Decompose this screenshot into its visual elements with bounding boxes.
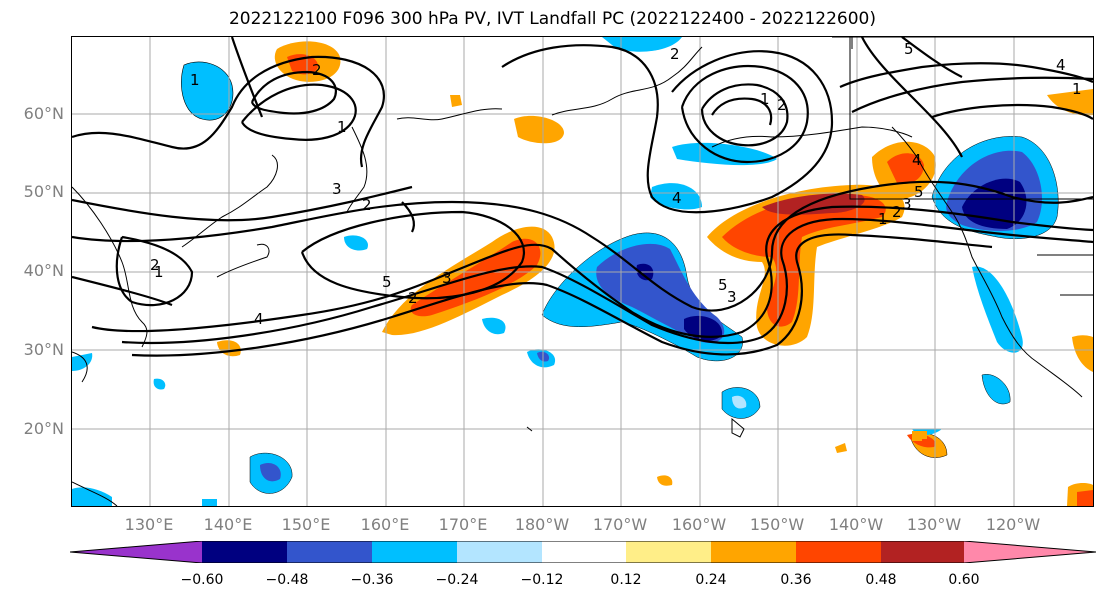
- contour-label: 2: [150, 256, 160, 274]
- contour-label: 2: [312, 61, 322, 79]
- contour-label: 2: [892, 203, 902, 221]
- lon-label-150e: 150°E: [281, 515, 331, 534]
- anomaly-blob: [650, 183, 702, 210]
- lon-label-170w: 170°W: [592, 515, 648, 534]
- colorbar-segment: [711, 541, 796, 563]
- pv-contours: [72, 37, 1093, 357]
- lat-label-60n: 60°N: [23, 104, 64, 123]
- colorbar-segment: [796, 541, 881, 563]
- colorbar-segment: [542, 541, 626, 563]
- contour-label: 2: [362, 196, 372, 214]
- anomaly-blob: [602, 37, 682, 52]
- contour-label: 2: [670, 45, 680, 63]
- colorbar-segment: [964, 541, 1096, 563]
- colorbar-tick: −0.12: [520, 572, 564, 588]
- contour-label: 5: [718, 276, 728, 294]
- contour-label: 1: [154, 263, 164, 281]
- lon-label-180w: 180°W: [514, 515, 570, 534]
- anomaly-blob: [1077, 490, 1093, 506]
- lon-label-160w: 160°W: [671, 515, 727, 534]
- colorbar-tick: 0.12: [610, 572, 642, 588]
- lat-label-20n: 20°N: [23, 419, 64, 438]
- anomaly-blob: [202, 499, 217, 506]
- lon-label-160e: 160°E: [360, 515, 410, 534]
- anomaly-blob: [72, 487, 112, 506]
- colorbar-segment: [372, 541, 457, 563]
- colorbar-tick: −0.36: [350, 572, 394, 588]
- anomaly-blob: [72, 353, 93, 371]
- anomaly-blob: [732, 395, 747, 409]
- contour-label: 5: [914, 183, 924, 201]
- contour-label: 3: [442, 269, 452, 287]
- anomaly-blob: [1072, 335, 1093, 372]
- anomaly-blob: [450, 95, 462, 107]
- anomaly-blob: [657, 475, 673, 486]
- lon-label-150w: 150°W: [749, 515, 805, 534]
- map-canvas: 2 1 2 1 3 2 4 5 3 2 1 4 5 3 2 1 2 4 5 1 …: [72, 37, 1093, 506]
- lon-label-140e: 140°E: [203, 515, 253, 534]
- anomaly-blob: [482, 317, 506, 335]
- colorbar: [70, 541, 1096, 563]
- contour-label: 3: [727, 288, 737, 306]
- anomaly-blob: [181, 61, 234, 121]
- contour-label: 4: [672, 189, 682, 207]
- lon-label-130w: 130°W: [906, 515, 962, 534]
- anomaly-blob: [344, 235, 368, 251]
- anomaly-blob: [1047, 89, 1093, 116]
- contour-label: 5: [904, 40, 914, 58]
- colorbar-tick: 0.48: [865, 572, 897, 588]
- contour-label: 1: [190, 71, 200, 89]
- lat-label-30n: 30°N: [23, 340, 64, 359]
- colorbar-segment: [287, 541, 372, 563]
- colorbar-segment: [881, 541, 964, 563]
- colorbar-tick: −0.24: [435, 572, 479, 588]
- contour-label: 1: [878, 210, 888, 228]
- anomaly-blob: [260, 462, 281, 482]
- anomaly-blob: [153, 378, 166, 390]
- colorbar-segment: [202, 541, 287, 563]
- colorbar-tick: 0.24: [695, 572, 727, 588]
- lat-label-50n: 50°N: [23, 182, 64, 201]
- contour-label: 1: [760, 90, 770, 108]
- pv-shading: [72, 37, 1093, 506]
- colorbar-tick: −0.60: [180, 572, 224, 588]
- lon-label-170e: 170°E: [438, 515, 488, 534]
- map-title: 2022122100 F096 300 hPa PV, IVT Landfall…: [228, 9, 876, 29]
- contour-label: 1: [1072, 80, 1082, 98]
- contour-label: 2: [777, 96, 787, 114]
- colorbar-segment: [70, 541, 202, 563]
- anomaly-blob: [514, 115, 564, 144]
- colorbar-segment: [457, 541, 542, 563]
- anomaly-blob: [722, 195, 886, 327]
- contour-label: 1: [337, 118, 347, 136]
- colorbar-tick: 0.36: [780, 572, 812, 588]
- contour-label: 3: [332, 180, 342, 198]
- lon-label-140w: 140°W: [828, 515, 884, 534]
- lat-label-40n: 40°N: [23, 261, 64, 280]
- anomaly-blob: [887, 153, 924, 185]
- contour-label: 4: [1056, 56, 1066, 74]
- contour-label: 5: [382, 273, 392, 291]
- anomaly-blob: [981, 374, 1011, 405]
- anomaly-blob: [672, 142, 777, 166]
- colorbar-tick: −0.48: [265, 572, 309, 588]
- contour-label: 4: [254, 310, 264, 328]
- contour-labels: 2 1 2 1 3 2 4 5 3 2 1 4 5 3 2 1 2 4 5 1 …: [150, 40, 1082, 328]
- anomaly-blob: [835, 443, 847, 453]
- contour-label: 2: [408, 289, 418, 307]
- contour-label: 3: [902, 195, 912, 213]
- lon-label-120w: 120°W: [985, 515, 1041, 534]
- map-panel: 2 1 2 1 3 2 4 5 3 2 1 4 5 3 2 1 2 4 5 1 …: [71, 36, 1094, 507]
- colorbar-tick: 0.60: [948, 572, 980, 588]
- contour-label: 4: [912, 151, 922, 169]
- colorbar-segment: [626, 541, 711, 563]
- anomaly-blob: [912, 433, 922, 441]
- lon-label-130e: 130°E: [124, 515, 174, 534]
